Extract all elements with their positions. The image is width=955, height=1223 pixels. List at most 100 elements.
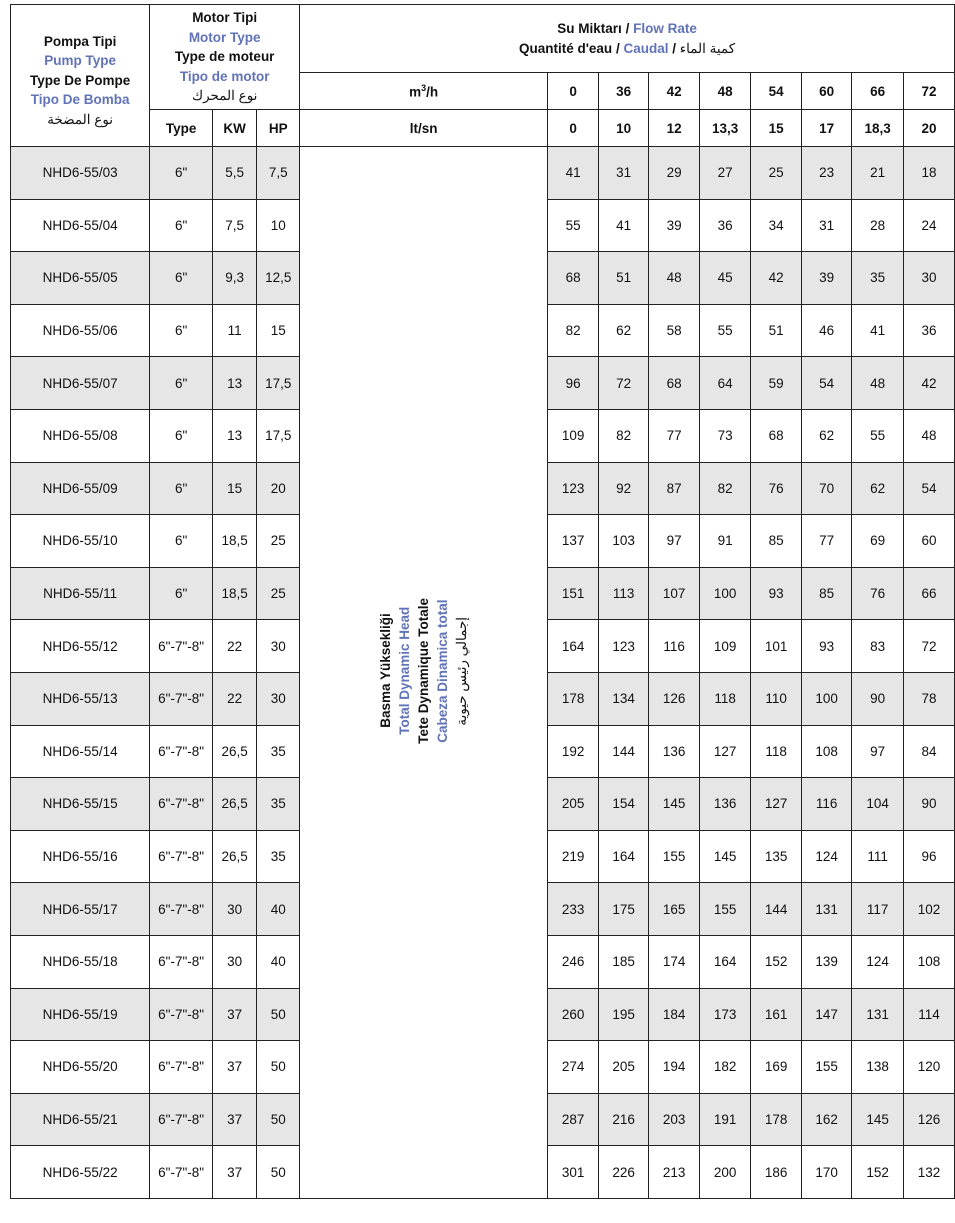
motor-kw: 37 [211, 1092, 258, 1147]
table-row: NHD6-55/15 6"-7"-8" 26,5 35 205 154 145 136 127 1… [9, 777, 955, 831]
head-value: 154 [598, 777, 650, 831]
head-value: 91 [699, 514, 752, 568]
head-value: 42 [750, 251, 803, 305]
head-value: 111 [851, 829, 904, 884]
motor-kw: 22 [211, 619, 258, 673]
motor-type-fr: Type de moteur [174, 49, 275, 65]
motor-kw: 30 [211, 882, 258, 936]
head-value: 73 [699, 408, 752, 463]
motor-kw: 18,5 [211, 566, 258, 621]
flow-ltsn-7: 20 [903, 109, 955, 147]
motor-type: 6" [149, 146, 213, 200]
motor-kw: 15 [211, 461, 258, 516]
motor-kw: 26,5 [211, 829, 258, 884]
pump-performance-table: Pompa Tipi Pump Type Type De Pompe Tipo … [9, 4, 955, 1199]
motor-kw: 30 [211, 934, 258, 989]
head-value: 31 [801, 198, 853, 253]
table-row: NHD6-55/03 6" 5,5 7,5 Basma Yüksekliği Total … [9, 146, 955, 1199]
table-row: NHD6-55/14 6"-7"-8" 26,5 35 192 144 136 127 118 1… [9, 724, 955, 779]
head-value: 101 [750, 619, 803, 673]
pump-model: NHD6-55/14 [9, 724, 151, 779]
pump-type-header: Pompa Tipi Pump Type Type De Pompe Tipo … [9, 4, 151, 147]
head-value: 34 [750, 198, 803, 253]
head-value: 64 [699, 356, 752, 410]
head-value: 200 [699, 1145, 752, 1199]
pump-model: NHD6-55/12 [9, 619, 151, 673]
motor-hp: 25 [256, 514, 301, 568]
motor-col-type: Type [149, 109, 213, 147]
head-value: 123 [598, 619, 650, 673]
table-row: NHD6-55/12 6"-7"-8" 22 30 164 123 116 109 101 93 8… [9, 619, 955, 673]
motor-type: 6" [149, 198, 213, 253]
motor-hp: 30 [256, 619, 301, 673]
head-value: 97 [851, 724, 904, 779]
motor-type: 6" [149, 303, 213, 358]
flow-ltsn-2: 12 [648, 109, 701, 147]
head-value: 55 [547, 198, 600, 253]
head-value: 233 [547, 882, 600, 936]
head-value: 36 [699, 198, 752, 253]
head-label-cell: Basma Yüksekliği Total Dynamic Head Tete D… [299, 146, 549, 1199]
motor-hp: 25 [256, 566, 301, 621]
table-row: NHD6-55/09 6" 15 20 123 92 87 82 76 70 62 54 [9, 461, 955, 516]
pump-model: NHD6-55/11 [9, 566, 151, 621]
head-value: 102 [903, 882, 955, 936]
head-value: 205 [547, 777, 600, 831]
flow-ar: كمية الماء [679, 40, 736, 56]
head-value: 118 [750, 724, 803, 779]
head-value: 126 [903, 1092, 955, 1147]
motor-type-ar: نوع المحرك [191, 88, 258, 104]
head-value: 62 [598, 303, 650, 358]
head-value: 164 [547, 619, 600, 673]
head-value: 77 [648, 408, 701, 463]
head-label-line: Tete Dynamique Totale [416, 598, 432, 744]
head-value: 144 [750, 882, 803, 936]
head-value: 24 [903, 198, 955, 253]
flow-tr: Su Miktarı [557, 21, 622, 36]
motor-type: 6" [149, 514, 213, 568]
head-value: 213 [648, 1145, 701, 1199]
head-value: 109 [547, 408, 600, 463]
head-value: 131 [851, 987, 904, 1042]
head-value: 138 [851, 1040, 904, 1094]
head-value: 114 [903, 987, 955, 1042]
motor-hp: 35 [256, 829, 301, 884]
head-value: 82 [598, 408, 650, 463]
head-value: 170 [801, 1145, 853, 1199]
table-row: NHD6-55/22 6"-7"-8" 37 50 301 226 213 200 186 170… [9, 1145, 955, 1199]
table-row: NHD6-55/04 6" 7,5 10 55 41 39 36 34 31 28 24 [9, 198, 955, 253]
flow-m3h-3: 48 [699, 72, 752, 110]
head-value: 144 [598, 724, 650, 779]
motor-hp: 7,5 [256, 146, 301, 200]
motor-hp: 30 [256, 671, 301, 726]
motor-type: 6"-7"-8" [149, 1092, 213, 1147]
head-value: 152 [851, 1145, 904, 1199]
motor-type: 6" [149, 408, 213, 463]
pump-model: NHD6-55/08 [9, 408, 151, 463]
head-value: 219 [547, 829, 600, 884]
head-value: 72 [598, 356, 650, 410]
table-row: NHD6-55/13 6"-7"-8" 22 30 178 134 126 118 110 100… [9, 671, 955, 726]
flow-m3h-7: 72 [903, 72, 955, 110]
head-value: 162 [801, 1092, 853, 1147]
head-value: 66 [903, 566, 955, 621]
head-value: 54 [801, 356, 853, 410]
pump-model: NHD6-55/05 [9, 251, 151, 305]
sep: / [612, 40, 624, 56]
head-label-line: Basma Yüksekliği [378, 613, 394, 729]
head-value: 93 [801, 619, 853, 673]
head-value: 48 [648, 251, 701, 305]
head-value: 124 [801, 829, 853, 884]
unit-m: m [409, 84, 422, 100]
head-value: 51 [598, 251, 650, 305]
sep: / [621, 21, 634, 36]
head-value: 84 [903, 724, 955, 779]
head-value: 41 [598, 198, 650, 253]
table-row: NHD6-55/21 6"-7"-8" 37 50 287 216 203 191 178 162… [9, 1092, 955, 1147]
motor-kw: 13 [211, 408, 258, 463]
head-value: 151 [547, 566, 600, 621]
head-value: 186 [750, 1145, 803, 1199]
flow-ltsn-5: 17 [801, 109, 853, 147]
motor-col-kw: KW [211, 109, 258, 147]
table-row: NHD6-55/06 6" 11 15 82 62 58 55 51 46 41 36 [9, 303, 955, 358]
